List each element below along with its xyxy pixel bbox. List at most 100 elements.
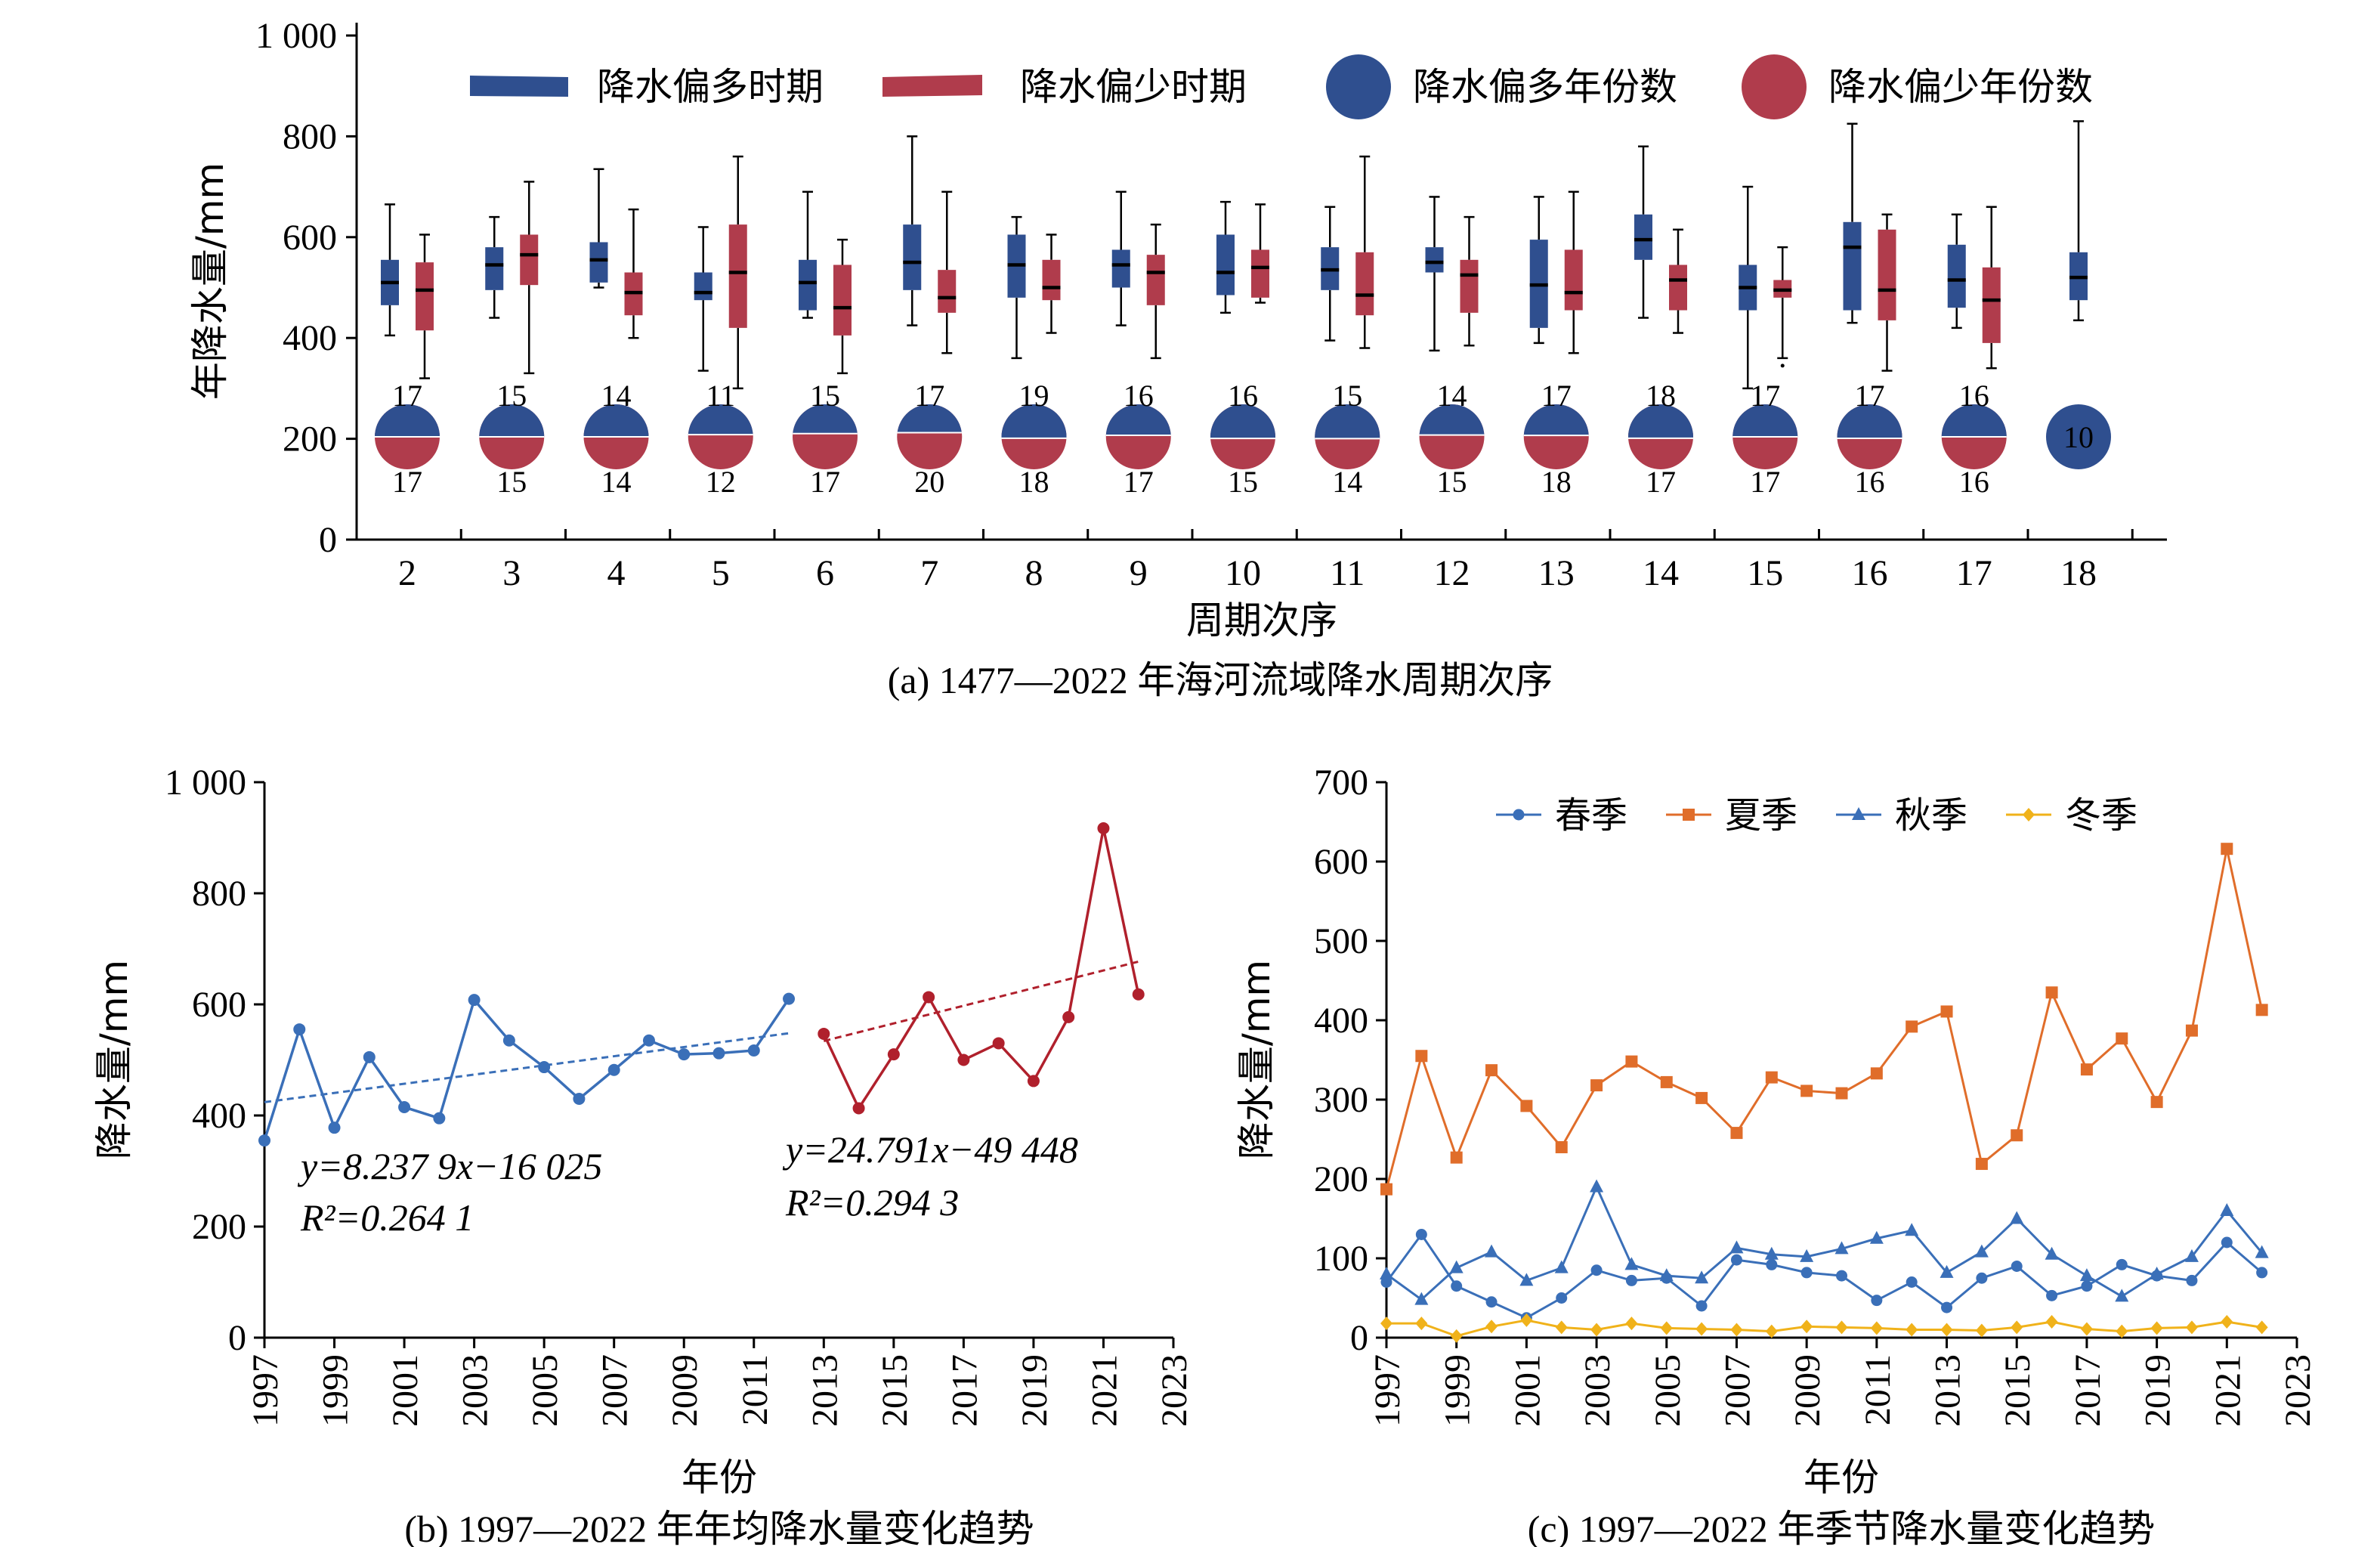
series-diamond xyxy=(1380,1313,2268,1343)
marker-triangle xyxy=(1940,1264,1954,1278)
marker-triangle xyxy=(2045,1246,2059,1260)
marker-diamond xyxy=(2116,1324,2128,1338)
marker-triangle xyxy=(1624,1257,1639,1270)
wet-period-box xyxy=(903,135,922,326)
box-body xyxy=(833,265,852,336)
wet-period-box xyxy=(381,203,399,337)
pie-wet-years xyxy=(1837,404,1902,439)
wet-count-label: 15 xyxy=(496,379,527,413)
wet-period-box xyxy=(1321,206,1340,342)
annual-precip-point xyxy=(607,1063,620,1076)
wet-period-box xyxy=(1947,213,1966,330)
a-x-axis-title: 周期次序 xyxy=(1186,599,1337,642)
wet-count-label: 16 xyxy=(1959,379,1989,413)
marker-circle xyxy=(1836,1270,1847,1282)
annual-precip-point xyxy=(1132,988,1145,1001)
pie-wet-years xyxy=(583,404,649,437)
a-x-tick-label: 4 xyxy=(607,553,626,593)
annual-precip-point xyxy=(678,1048,691,1061)
a-x-tick-label: 16 xyxy=(1852,553,1888,593)
legend-wet-count-swatch xyxy=(1326,54,1391,119)
marker-circle xyxy=(2221,1236,2233,1248)
wet-period-box xyxy=(1529,196,1548,345)
pie-wet-years xyxy=(1628,404,1693,438)
box-body xyxy=(903,224,922,290)
wet-period-box xyxy=(1843,122,1862,324)
marker-square xyxy=(2255,1004,2268,1016)
c-x-tick-label: 1997 xyxy=(1368,1354,1408,1427)
marker-square xyxy=(1450,1151,1463,1164)
dry-count-label: 20 xyxy=(914,465,944,499)
b-y-tick-label: 1 000 xyxy=(165,763,246,803)
marker-triangle xyxy=(2010,1211,2024,1224)
marker-diamond xyxy=(1730,1323,1743,1337)
dry-count-label: 16 xyxy=(1855,465,1885,499)
a-x-tick-label: 6 xyxy=(816,553,834,593)
a-x-tick-label: 18 xyxy=(2060,553,2097,593)
marker-circle xyxy=(1730,1254,1742,1266)
dry-period-box xyxy=(1146,223,1165,360)
box-body xyxy=(1982,267,2001,343)
c-y-tick-label: 0 xyxy=(1350,1318,1368,1358)
marker-diamond xyxy=(2150,1321,2163,1335)
marker-triangle xyxy=(1414,1292,1429,1305)
marker-circle xyxy=(1800,1267,1813,1279)
marker-triangle xyxy=(1590,1179,1604,1193)
a-y-tick-label: 200 xyxy=(283,419,337,459)
legend-dry-period-swatch xyxy=(882,75,982,97)
a-x-tick-label: 7 xyxy=(920,553,938,593)
pie-wet-years xyxy=(1523,404,1589,436)
marker-diamond xyxy=(2023,808,2035,821)
annual-precip-point xyxy=(468,994,481,1007)
marker-circle xyxy=(2256,1267,2268,1279)
marker-triangle xyxy=(2150,1267,2164,1279)
season-line xyxy=(1386,1319,2262,1338)
b-x-tick-label: 2011 xyxy=(735,1354,775,1425)
legend-dry-count-label: 降水偏少年份数 xyxy=(1828,65,2093,109)
marker-square xyxy=(1870,1067,1883,1080)
wet-period-box xyxy=(485,215,504,319)
marker-square xyxy=(2185,1024,2198,1037)
marker-triangle xyxy=(1800,1248,1814,1262)
marker-diamond xyxy=(2255,1320,2268,1335)
b-x-tick-label: 2015 xyxy=(875,1354,915,1427)
wet-period-box xyxy=(2069,120,2088,322)
pie-wet-years xyxy=(1315,404,1380,439)
c-x-tick-label: 2021 xyxy=(2208,1354,2248,1427)
annual-precip-point xyxy=(433,1112,446,1125)
b-x-tick-label: 2009 xyxy=(665,1354,705,1427)
box-body xyxy=(1564,249,1583,311)
season-line xyxy=(1386,1183,2263,1301)
wet-period-box xyxy=(1739,185,1757,390)
marker-diamond xyxy=(1590,1323,1603,1337)
marker-square xyxy=(2045,986,2058,999)
c-x-tick-label: 2019 xyxy=(2138,1354,2178,1427)
wet-count-label: 17 xyxy=(1855,379,1885,413)
b-x-tick-label: 2001 xyxy=(385,1354,425,1427)
series-triangle xyxy=(1380,1179,2269,1305)
marker-diamond xyxy=(1906,1323,1918,1337)
marker-square xyxy=(1683,809,1695,821)
c-y-tick-label: 500 xyxy=(1314,921,1368,961)
c-x-tick-label: 2007 xyxy=(1717,1354,1757,1427)
marker-circle xyxy=(2081,1280,2093,1292)
box-body xyxy=(694,272,712,301)
b-y-tick-label: 200 xyxy=(192,1207,246,1247)
b-y-tick-label: 800 xyxy=(192,874,246,914)
marker-diamond xyxy=(1555,1320,1568,1335)
dry-count-label: 18 xyxy=(1019,465,1049,499)
annual-precip-point xyxy=(258,1134,270,1147)
wet-count-label: 15 xyxy=(1332,379,1362,413)
annual-precip-point xyxy=(818,1027,830,1040)
b-x-tick-label: 1999 xyxy=(316,1354,356,1427)
a-y-axis-title: 年降水量/mm xyxy=(188,162,232,400)
marker-square xyxy=(2150,1096,2163,1109)
annual-precip-point xyxy=(398,1100,411,1113)
legend-wet-count-label: 降水偏多年份数 xyxy=(1413,65,1677,109)
a-legend: 降水偏多时期 降水偏少时期 降水偏多年份数 降水偏少年份数 xyxy=(470,54,2093,119)
marker-diamond xyxy=(1695,1322,1708,1336)
marker-triangle xyxy=(1485,1244,1499,1258)
marker-circle xyxy=(2186,1274,2198,1286)
marker-diamond xyxy=(1625,1316,1638,1331)
